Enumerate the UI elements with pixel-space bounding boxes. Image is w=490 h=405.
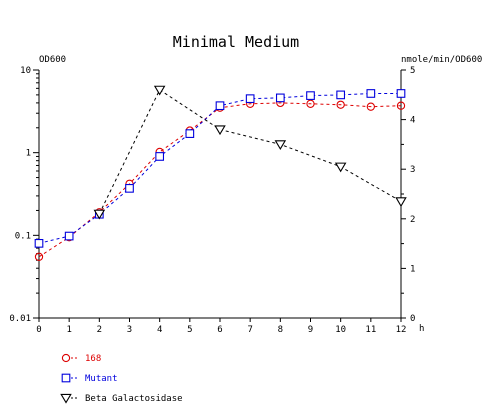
y-right-tick-label: 4 — [410, 116, 415, 126]
series-beta-galactosidase — [93, 85, 407, 220]
legend-marker — [61, 373, 71, 383]
y-left-tick-label: 0.01 — [9, 314, 31, 324]
x-tick-label: 10 — [335, 325, 346, 335]
data-point — [153, 85, 166, 96]
data-point — [34, 238, 44, 248]
series-line — [38, 92, 401, 244]
x-axis-label: h — [419, 324, 424, 334]
x-tick-label: 3 — [127, 325, 132, 335]
data-point — [336, 90, 346, 100]
y-left-tick-label: 0.1 — [15, 231, 31, 241]
x-tick-label: 12 — [396, 325, 407, 335]
x-tick-label: 9 — [308, 325, 313, 335]
x-tick-label: 8 — [278, 325, 283, 335]
x-tick-label: 7 — [247, 325, 252, 335]
legend: 168 Mutant Beta Galactosidase — [60, 353, 183, 404]
data-point — [245, 94, 255, 104]
data-point — [274, 140, 287, 151]
data-point — [306, 99, 315, 108]
series-layer — [34, 85, 407, 261]
data-point — [336, 100, 345, 109]
data-point — [396, 101, 406, 110]
data-point — [334, 162, 347, 173]
y-right-axis-label: nmole/min/OD600 — [401, 55, 482, 65]
data-point — [395, 197, 407, 208]
legend-label: 168 — [85, 354, 101, 364]
legend-marker — [61, 353, 71, 363]
data-point — [366, 102, 375, 111]
chart-title: Minimal Medium — [173, 33, 299, 51]
data-point — [34, 252, 44, 261]
y-left-tick-label: 10 — [20, 66, 31, 76]
x-tick-label: 2 — [97, 325, 102, 335]
series-line — [98, 89, 402, 215]
legend-label: Mutant — [85, 374, 118, 384]
y-left-axis-label: OD600 — [39, 55, 66, 65]
y-right-tick-label: 2 — [410, 215, 415, 225]
data-point — [214, 125, 226, 136]
data-point — [155, 152, 165, 161]
data-point — [275, 93, 285, 103]
y-left-tick-label: 1 — [26, 149, 31, 159]
y-right-tick-label: 1 — [410, 264, 415, 274]
data-point — [396, 89, 406, 98]
x-tick-label: 11 — [365, 325, 376, 335]
legend-marker — [60, 393, 72, 404]
y-right-tick-label: 5 — [410, 66, 415, 76]
legend-item: 168 — [61, 353, 101, 364]
data-point — [366, 89, 376, 98]
data-point — [215, 101, 225, 111]
y-right-tick-label: 0 — [410, 314, 415, 324]
data-point — [93, 209, 106, 220]
series-mutant — [34, 89, 406, 248]
data-point — [64, 231, 74, 241]
x-tick-label: 5 — [187, 325, 192, 335]
data-point — [185, 129, 195, 138]
y-right-tick-label: 3 — [410, 165, 415, 175]
data-point — [306, 91, 315, 100]
legend-item: Beta Galactosidase — [60, 393, 183, 404]
data-point — [125, 184, 134, 193]
x-tick-label: 0 — [36, 325, 41, 335]
legend-item: Mutant — [61, 373, 118, 384]
x-tick-label: 4 — [157, 325, 162, 335]
legend-label: Beta Galactosidase — [85, 394, 183, 404]
series-168 — [34, 98, 406, 261]
x-tick-label: 6 — [217, 325, 222, 335]
x-tick-label: 1 — [66, 325, 71, 335]
